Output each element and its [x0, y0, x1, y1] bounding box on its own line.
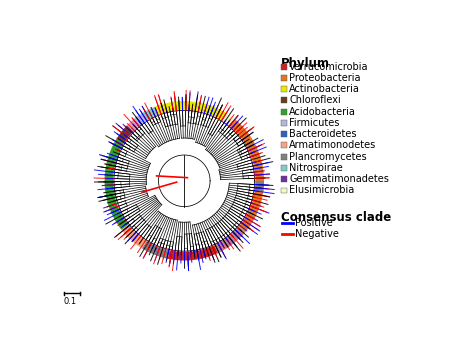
Text: Proteobacteria: Proteobacteria [289, 73, 361, 83]
Polygon shape [142, 241, 170, 259]
Text: Armatimonodetes: Armatimonodetes [289, 140, 376, 150]
Text: Chloroflexi: Chloroflexi [289, 96, 341, 106]
Polygon shape [168, 245, 218, 261]
Bar [281, 86, 287, 92]
Polygon shape [133, 113, 146, 126]
Text: Bacteroidetes: Bacteroidetes [289, 129, 356, 139]
Text: Plancromycetes: Plancromycetes [289, 152, 367, 162]
Bar [281, 165, 287, 171]
Text: Acidobacteria: Acidobacteria [289, 107, 356, 117]
Polygon shape [239, 191, 263, 232]
Polygon shape [142, 107, 158, 121]
Bar [281, 142, 287, 149]
Bar [281, 97, 287, 103]
Polygon shape [230, 120, 264, 192]
Polygon shape [222, 113, 236, 126]
Bar [281, 75, 287, 81]
Text: Actinobacteria: Actinobacteria [289, 84, 360, 94]
Bar [281, 131, 287, 137]
Bar [281, 64, 287, 70]
Text: Gemmatimonadetes: Gemmatimonadetes [289, 174, 389, 184]
Text: Firmicutes: Firmicutes [289, 118, 339, 128]
Text: 0.1: 0.1 [64, 297, 77, 306]
Polygon shape [105, 139, 128, 230]
Polygon shape [255, 181, 264, 192]
Bar [281, 120, 287, 126]
Polygon shape [117, 125, 133, 143]
Text: Nitrospirae: Nitrospirae [289, 163, 343, 173]
Text: Phylum: Phylum [281, 57, 330, 70]
Bar [281, 154, 287, 160]
Text: Consensus clade: Consensus clade [281, 211, 392, 224]
Polygon shape [214, 227, 246, 253]
Polygon shape [155, 101, 227, 121]
Text: Elusimicrobia: Elusimicrobia [289, 185, 354, 195]
Polygon shape [127, 120, 138, 131]
Bar [281, 176, 287, 182]
Polygon shape [121, 224, 146, 248]
Text: Verrucomicrobia: Verrucomicrobia [289, 62, 369, 72]
Text: Positive: Positive [295, 218, 333, 228]
Bar [281, 188, 287, 193]
Bar [281, 109, 287, 115]
Text: Negative: Negative [295, 229, 339, 239]
